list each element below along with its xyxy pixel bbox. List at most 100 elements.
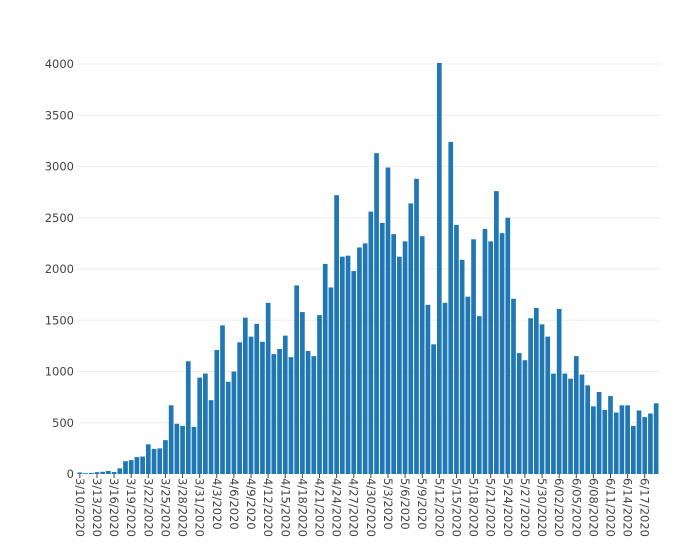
bar (402, 241, 408, 474)
bar (225, 381, 231, 474)
bar (254, 323, 260, 474)
bar (220, 325, 225, 475)
bar (505, 217, 511, 474)
bar (271, 354, 277, 474)
x-tick-label: 6/14/2020 (621, 478, 635, 537)
bar (573, 356, 579, 475)
x-tick-label: 5/9/2020 (415, 478, 429, 530)
bar (322, 263, 328, 475)
x-tick-label: 3/10/2020 (73, 478, 87, 537)
x-tick-label: 3/31/2020 (193, 478, 207, 537)
grid-lines (77, 63, 659, 424)
bar (488, 241, 494, 474)
x-tick-label: 4/24/2020 (330, 478, 344, 537)
bar (145, 444, 151, 474)
bar (608, 396, 613, 474)
x-tick-label: 5/18/2020 (467, 478, 481, 537)
x-tick-label: 5/15/2020 (449, 478, 463, 537)
y-tick-label: 3000 (45, 160, 74, 174)
bar (231, 371, 237, 474)
bar (471, 239, 476, 474)
bar (128, 460, 134, 474)
bar (374, 153, 379, 474)
bar (208, 400, 214, 474)
bar (528, 318, 533, 474)
bar (419, 236, 425, 474)
bar (168, 405, 174, 474)
bar (185, 361, 191, 474)
x-tick-label: 4/6/2020 (227, 478, 241, 530)
bar (494, 191, 499, 474)
bar (282, 335, 288, 475)
y-tick-label: 3500 (45, 108, 74, 122)
bar (482, 229, 488, 474)
bar (596, 392, 602, 474)
x-tick-label: 3/19/2020 (124, 478, 138, 537)
x-tick-label: 3/28/2020 (176, 478, 190, 537)
bar (180, 425, 185, 474)
x-tick-label: 4/3/2020 (210, 478, 224, 530)
x-tick-label: 5/27/2020 (518, 478, 532, 537)
bar (391, 234, 397, 474)
bar (117, 468, 123, 474)
bar (123, 461, 128, 474)
bar (157, 448, 163, 475)
bar (111, 471, 117, 474)
bar (339, 256, 345, 474)
bar (619, 405, 625, 474)
bar (516, 353, 522, 474)
bar (385, 167, 391, 474)
bar (362, 243, 368, 475)
bar (305, 351, 311, 474)
y-tick-label: 500 (52, 416, 74, 430)
bar (317, 315, 322, 475)
bar (562, 373, 568, 474)
x-tick-label: 4/9/2020 (244, 478, 258, 530)
bar (311, 356, 317, 475)
x-tick-label: 6/08/2020 (586, 478, 600, 537)
bar (100, 471, 106, 474)
bar (408, 203, 414, 474)
bar (260, 341, 265, 474)
bar (397, 256, 402, 474)
bar (414, 178, 419, 475)
bar (300, 312, 305, 474)
bar (140, 456, 145, 474)
bar (277, 348, 282, 474)
bar (533, 307, 539, 474)
bar (83, 473, 88, 474)
x-tick-label: 4/27/2020 (347, 478, 361, 537)
bar (511, 298, 516, 474)
bar (579, 374, 585, 474)
bar (77, 472, 83, 474)
bar (351, 271, 357, 474)
x-tick-label: 4/18/2020 (295, 478, 309, 537)
y-tick-label: 2000 (45, 262, 74, 276)
bar (237, 342, 242, 474)
bar (134, 457, 140, 474)
x-tick-label: 5/12/2020 (432, 478, 446, 537)
bar (242, 317, 248, 474)
x-tick-label: 3/16/2020 (107, 478, 121, 537)
bar (625, 405, 630, 474)
bar (476, 316, 482, 474)
bar (357, 247, 362, 474)
y-tick-label: 0 (67, 467, 74, 481)
bar (174, 423, 180, 474)
x-tick-label: 4/30/2020 (364, 478, 378, 537)
bar (197, 377, 203, 474)
bar (556, 308, 562, 474)
y-tick-label: 1500 (45, 313, 74, 327)
bar (203, 373, 208, 474)
x-tick-label: 6/05/2020 (569, 478, 583, 537)
bar (653, 403, 659, 474)
bar (630, 425, 636, 474)
bar (214, 349, 220, 474)
x-tick-label: 5/21/2020 (484, 478, 498, 537)
bar (425, 304, 431, 475)
bar (163, 440, 168, 474)
x-tick-label: 6/02/2020 (552, 478, 566, 537)
bar (551, 373, 556, 474)
x-tick-label: 3/22/2020 (141, 478, 155, 537)
